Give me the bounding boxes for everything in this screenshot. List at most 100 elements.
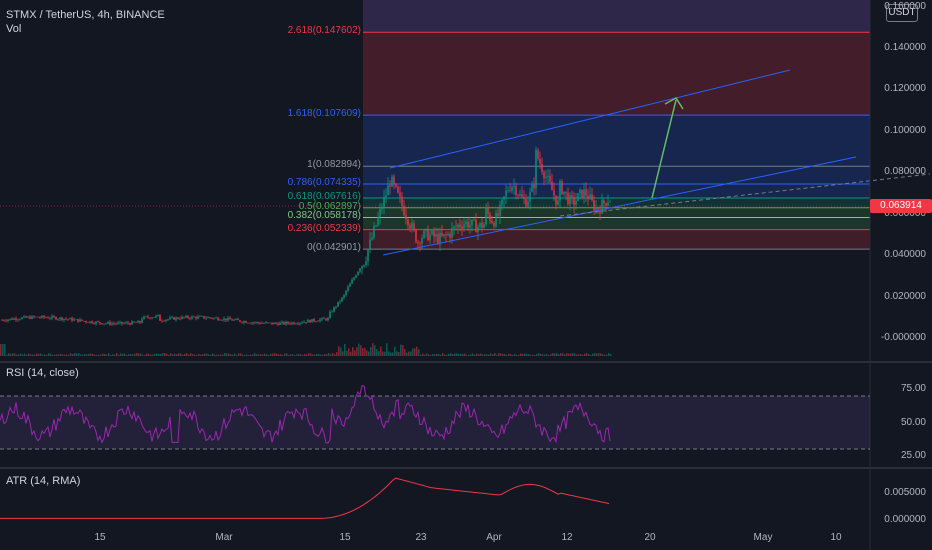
volume-bar bbox=[286, 353, 288, 356]
volume-bar bbox=[264, 353, 266, 356]
candle-body bbox=[11, 318, 13, 320]
candle-body bbox=[173, 317, 175, 320]
candle-body bbox=[37, 316, 39, 318]
candle-body bbox=[397, 186, 399, 193]
volume-bar bbox=[458, 353, 460, 356]
price-tick: 0.020000 bbox=[884, 290, 926, 302]
volume-bar bbox=[394, 346, 396, 356]
candle-body bbox=[205, 317, 207, 319]
candle-body bbox=[441, 232, 443, 236]
volume-bar bbox=[540, 353, 542, 356]
candle-body bbox=[181, 316, 183, 319]
volume-bar bbox=[92, 353, 94, 356]
volume-bar bbox=[2, 344, 4, 356]
volume-bar bbox=[384, 351, 386, 356]
volume-bar bbox=[154, 353, 156, 356]
volume-bar bbox=[292, 354, 294, 356]
volume-bar bbox=[216, 354, 218, 356]
candle-body bbox=[301, 322, 303, 324]
candle-body bbox=[155, 315, 157, 318]
candle-body bbox=[179, 318, 181, 320]
candle-body bbox=[357, 271, 359, 276]
candle-body bbox=[355, 275, 357, 278]
volume-bar bbox=[444, 354, 446, 356]
candle-body bbox=[303, 321, 305, 323]
candle-body bbox=[451, 228, 453, 238]
candle-body bbox=[481, 222, 483, 229]
volume-bar bbox=[94, 354, 96, 356]
volume-bar bbox=[296, 354, 298, 356]
volume-bar bbox=[90, 353, 92, 356]
candle-body bbox=[599, 210, 601, 214]
candle-body bbox=[333, 307, 335, 312]
candle-body bbox=[579, 189, 581, 194]
candle-body bbox=[9, 318, 11, 320]
volume-bar bbox=[352, 347, 354, 356]
time-tick: 15 bbox=[339, 532, 351, 543]
candle-body bbox=[15, 318, 17, 320]
time-tick: 12 bbox=[561, 532, 573, 543]
candle-body bbox=[133, 321, 135, 323]
volume-bar bbox=[572, 353, 574, 356]
volume-bar bbox=[126, 354, 128, 356]
volume-label[interactable]: Vol bbox=[6, 23, 22, 35]
price-tick: 0.100000 bbox=[884, 124, 926, 136]
volume-bar bbox=[462, 353, 464, 356]
volume-bar bbox=[222, 354, 224, 356]
volume-bar bbox=[224, 353, 226, 356]
volume-bar bbox=[170, 353, 172, 356]
candle-body bbox=[83, 320, 85, 322]
candle-body bbox=[259, 322, 261, 324]
candle-body bbox=[111, 323, 113, 325]
volume-bar bbox=[70, 353, 72, 356]
candle-body bbox=[101, 323, 103, 325]
volume-bar bbox=[68, 354, 70, 356]
candle-body bbox=[93, 323, 95, 324]
candle-body bbox=[271, 322, 273, 325]
volume-bar bbox=[96, 354, 98, 356]
candle-body bbox=[375, 225, 377, 227]
volume-bar bbox=[324, 354, 326, 356]
currency-button[interactable]: USDT bbox=[886, 4, 918, 22]
atr-label[interactable]: ATR (14, RMA) bbox=[6, 475, 81, 487]
candle-body bbox=[1, 320, 3, 321]
volume-bar bbox=[260, 354, 262, 356]
fib-zone bbox=[363, 184, 870, 198]
volume-bar bbox=[234, 353, 236, 356]
symbol-title[interactable]: STMX / TetherUS, 4h, BINANCE bbox=[6, 9, 165, 21]
volume-bar bbox=[74, 353, 76, 356]
volume-bar bbox=[342, 351, 344, 356]
candle-body bbox=[145, 316, 147, 318]
candle-body bbox=[207, 317, 209, 318]
candle-body bbox=[331, 311, 333, 313]
volume-bar bbox=[578, 354, 580, 356]
volume-bar bbox=[494, 353, 496, 356]
candle-body bbox=[57, 319, 59, 320]
candle-body bbox=[497, 213, 499, 216]
candle-body bbox=[473, 219, 475, 221]
candle-body bbox=[235, 319, 237, 320]
volume-bar bbox=[596, 353, 598, 356]
candle-body bbox=[403, 205, 405, 216]
volume-bar bbox=[448, 353, 450, 356]
candle-body bbox=[285, 321, 287, 325]
volume-bar bbox=[564, 354, 566, 356]
candle-body bbox=[525, 199, 527, 207]
candle-body bbox=[273, 322, 275, 325]
volume-bar bbox=[290, 354, 292, 356]
candle-body bbox=[519, 194, 521, 196]
candle-body bbox=[255, 322, 257, 323]
rsi-label[interactable]: RSI (14, close) bbox=[6, 367, 79, 379]
candle-body bbox=[493, 222, 495, 227]
volume-bar bbox=[580, 354, 582, 356]
volume-bar bbox=[516, 354, 518, 356]
volume-bar bbox=[248, 354, 250, 356]
volume-bar bbox=[102, 353, 104, 356]
volume-bar bbox=[522, 353, 524, 356]
candle-body bbox=[267, 322, 269, 324]
candle-body bbox=[217, 317, 219, 320]
candle-body bbox=[535, 149, 537, 189]
candle-body bbox=[275, 322, 277, 324]
candle-body bbox=[431, 230, 433, 235]
